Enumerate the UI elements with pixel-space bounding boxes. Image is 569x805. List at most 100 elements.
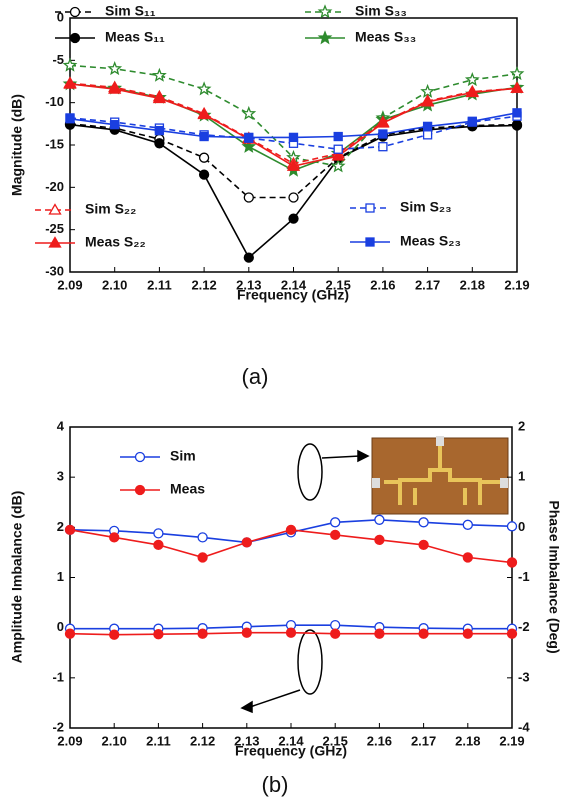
y-axis-label: Magnitude (dB) (9, 94, 25, 196)
marker (63, 77, 77, 89)
marker (510, 81, 524, 93)
x-tick-label: 2.10 (102, 733, 127, 748)
x-tick-label: 2.19 (499, 733, 524, 748)
marker (241, 138, 257, 153)
annotation (240, 443, 370, 714)
marker (465, 85, 479, 98)
marker (464, 71, 480, 87)
y-tick-label: -1 (52, 669, 64, 684)
marker (467, 116, 477, 126)
x-tick-label: 2.18 (455, 733, 480, 748)
marker (152, 91, 167, 104)
caption: (a) (242, 364, 269, 389)
x-tick-label: 2.11 (146, 733, 171, 748)
legend-marker (69, 6, 81, 18)
marker (198, 169, 210, 180)
marker (418, 517, 429, 528)
x-tick-label: 2.17 (411, 733, 436, 748)
marker (333, 131, 343, 142)
legend-label: Meas (170, 481, 205, 497)
marker (109, 532, 120, 543)
marker (197, 628, 208, 639)
y2-tick-label: -3 (518, 669, 530, 684)
marker (462, 628, 473, 639)
legend-marker (365, 203, 375, 213)
y-tick-label: -15 (45, 136, 64, 151)
caption: (b) (262, 772, 289, 797)
marker (378, 142, 388, 152)
marker (288, 213, 299, 224)
marker (154, 125, 165, 136)
marker (330, 620, 341, 631)
marker (288, 132, 299, 143)
legend-marker (317, 4, 333, 19)
y-tick-label: 2 (57, 519, 64, 534)
legend-marker (48, 203, 62, 215)
y2-tick-label: 1 (518, 469, 525, 484)
marker (330, 158, 346, 173)
marker (422, 121, 433, 132)
marker (506, 557, 518, 568)
marker (241, 537, 252, 548)
marker (330, 517, 341, 528)
legend-label: Meas S₃₃ (355, 29, 416, 45)
y-tick-label: -25 (45, 221, 64, 236)
marker (244, 132, 254, 143)
x-tick-label: 2.17 (415, 277, 440, 292)
marker (64, 524, 76, 535)
y-tick-label: -2 (52, 719, 64, 734)
x-tick-label: 2.09 (57, 277, 82, 292)
marker (107, 60, 123, 76)
marker (152, 67, 167, 82)
marker (62, 57, 78, 72)
marker (420, 95, 435, 107)
marker (197, 107, 211, 120)
marker (241, 105, 257, 120)
y-tick-label: -20 (45, 179, 64, 194)
marker (509, 66, 525, 81)
marker (110, 120, 120, 130)
legend-marker (134, 484, 146, 496)
x-tick-label: 2.16 (367, 733, 392, 748)
marker (197, 552, 208, 563)
legend-marker (134, 451, 146, 463)
inset-photo (371, 436, 509, 515)
marker (330, 628, 341, 639)
x-tick-label: 2.09 (57, 733, 82, 748)
marker (422, 130, 433, 140)
marker (374, 628, 385, 639)
y-tick-label: 4 (57, 418, 65, 433)
x-tick-label: 2.14 (278, 733, 304, 748)
legend-label: Sim S₁₁ (105, 3, 156, 19)
legend-label: Sim (170, 448, 196, 464)
x-tick-label: 2.18 (460, 277, 485, 292)
x-tick-label: 2.15 (326, 277, 351, 292)
marker (64, 628, 76, 639)
x-tick-label: 2.16 (370, 277, 395, 292)
x-tick-label: 2.10 (102, 277, 127, 292)
y2-tick-label: -2 (518, 619, 530, 634)
marker (154, 138, 165, 149)
marker (241, 627, 252, 638)
legend-label: Sim S₂₂ (85, 201, 136, 217)
y2-tick-label: -4 (518, 719, 530, 734)
x-tick-label: 2.11 (147, 277, 172, 292)
y-tick-label: -10 (45, 94, 64, 109)
x-tick-label: 2.12 (191, 277, 216, 292)
marker (511, 120, 523, 131)
marker (286, 159, 301, 171)
marker (153, 629, 164, 640)
marker (512, 108, 522, 118)
y-tick-label: -30 (45, 263, 64, 278)
x-tick-label: 2.13 (234, 733, 259, 748)
marker (506, 521, 518, 532)
marker (197, 532, 208, 543)
marker (153, 539, 164, 551)
legend-label: Meas S₂₃ (400, 233, 461, 249)
marker (65, 114, 75, 124)
legend-marker (48, 236, 62, 248)
marker (506, 628, 518, 639)
marker (378, 129, 388, 139)
marker (196, 81, 212, 96)
